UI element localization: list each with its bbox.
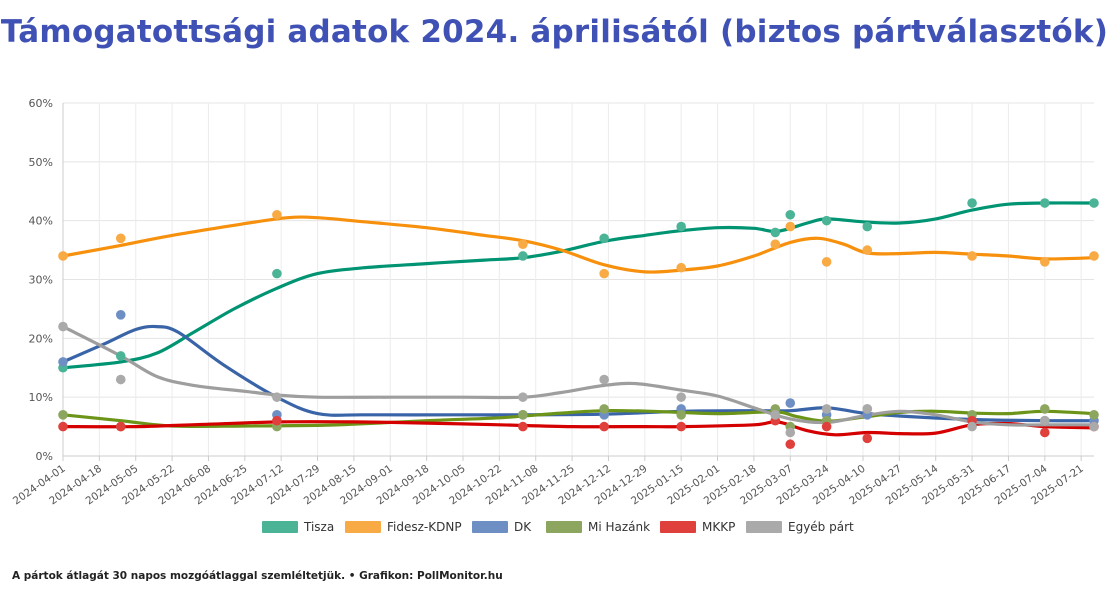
- data-point-fidesz-kdnp: [821, 257, 832, 267]
- data-point-egyeb-part: [785, 427, 796, 438]
- data-point-tisza: [676, 221, 686, 232]
- legend-item-fidesz-kdnp: Fidesz-KDNP: [345, 520, 462, 534]
- data-point-tisza: [770, 227, 781, 238]
- data-point-mkkp: [115, 421, 126, 432]
- line-chart: 0% 10% 20% 30% 40% 50% 60% 2024-04-012024-04-1…: [11, 97, 1099, 534]
- legend-label: Mi Hazánk: [588, 520, 650, 534]
- legend-item-dk: DK: [472, 520, 532, 534]
- data-point-egyeb-part: [115, 374, 126, 385]
- data-point-egyeb-part: [1089, 421, 1099, 432]
- series-line-dk: [61, 324, 1096, 423]
- legend-item-mkkp: MKKP: [660, 520, 735, 534]
- data-point-mkkp: [518, 421, 528, 432]
- data-point-mi-hazank: [518, 410, 528, 420]
- data-point-tisza: [821, 215, 832, 226]
- data-point-egyeb-part: [1040, 415, 1050, 426]
- y-tick-label: 20%: [29, 332, 53, 345]
- data-point-tisza: [518, 251, 528, 261]
- legend-swatch: [546, 521, 582, 533]
- data-point-mkkp: [272, 415, 282, 426]
- poll-points: [58, 198, 1099, 450]
- data-point-mi-hazank: [676, 410, 686, 420]
- data-point-egyeb-part: [272, 392, 282, 402]
- data-point-egyeb-part: [676, 392, 686, 402]
- y-tick-label: 10%: [29, 391, 53, 404]
- data-point-fidesz-kdnp: [862, 245, 873, 255]
- legend-item-tisza: Tisza: [262, 520, 334, 534]
- legend-swatch: [345, 521, 381, 533]
- data-point-mkkp: [676, 421, 686, 432]
- x-axis: 2024-04-012024-04-182024-05-052024-05-22…: [11, 456, 1086, 507]
- data-point-tisza: [862, 221, 873, 232]
- data-point-tisza: [115, 351, 126, 361]
- data-point-mi-hazank: [58, 410, 68, 420]
- data-point-mkkp: [785, 439, 796, 450]
- data-point-mkkp: [1040, 427, 1050, 438]
- legend-swatch: [660, 521, 696, 533]
- data-point-fidesz-kdnp: [58, 251, 68, 261]
- footnote: A pártok átlagát 30 napos mozgóátlaggal …: [12, 570, 503, 582]
- series-line-fidesz-kdnp: [61, 215, 1096, 274]
- y-tick-label: 40%: [29, 215, 53, 228]
- data-point-dk: [115, 310, 126, 320]
- data-point-egyeb-part: [821, 404, 832, 414]
- legend-label: MKKP: [702, 520, 735, 534]
- data-point-egyeb-part: [770, 410, 781, 420]
- data-point-fidesz-kdnp: [1040, 257, 1050, 267]
- data-point-mkkp: [862, 433, 873, 444]
- y-tick-label: 60%: [29, 97, 53, 110]
- data-point-mi-hazank: [1089, 410, 1099, 420]
- chart-title: Támogatottsági adatok 2024. áprilisától …: [0, 14, 1109, 50]
- data-point-egyeb-part: [518, 392, 528, 402]
- y-tick-label: 30%: [29, 274, 53, 287]
- data-point-tisza: [1089, 198, 1099, 208]
- legend-swatch: [262, 521, 298, 533]
- series-line-tisza: [61, 201, 1096, 370]
- legend-swatch: [746, 521, 782, 533]
- legend: Tisza Fidesz-KDNP DK Mi Hazánk MKKP Egyéb pár…: [262, 520, 854, 534]
- data-point-fidesz-kdnp: [518, 239, 528, 249]
- data-point-dk: [785, 398, 796, 408]
- legend-item-mi-hazank: Mi Hazánk: [546, 520, 650, 534]
- data-point-fidesz-kdnp: [115, 233, 126, 244]
- data-point-egyeb-part: [967, 421, 977, 432]
- data-point-fidesz-kdnp: [967, 251, 977, 261]
- data-point-fidesz-kdnp: [1089, 251, 1099, 261]
- series-lines: [61, 201, 1096, 437]
- data-point-fidesz-kdnp: [676, 262, 686, 273]
- y-tick-label: 0%: [36, 450, 53, 463]
- legend-item-egyeb-part: Egyéb párt: [746, 520, 854, 534]
- data-point-tisza: [272, 268, 282, 279]
- data-point-egyeb-part: [58, 321, 68, 332]
- legend-label: Egyéb párt: [788, 520, 854, 534]
- legend-label: Fidesz-KDNP: [387, 520, 462, 534]
- data-point-fidesz-kdnp: [599, 268, 609, 279]
- data-point-mi-hazank: [1040, 404, 1050, 414]
- data-point-mkkp: [58, 421, 68, 432]
- legend-label: DK: [514, 520, 532, 534]
- data-point-egyeb-part: [862, 404, 873, 414]
- data-point-tisza: [599, 233, 609, 244]
- data-point-mkkp: [599, 421, 609, 432]
- data-point-tisza: [1040, 198, 1050, 208]
- legend-label: Tisza: [303, 520, 334, 534]
- data-point-fidesz-kdnp: [785, 221, 796, 232]
- legend-swatch: [472, 521, 508, 533]
- data-point-mkkp: [821, 421, 832, 432]
- data-point-dk: [58, 357, 68, 367]
- y-tick-label: 50%: [29, 156, 53, 169]
- data-point-mi-hazank: [599, 404, 609, 414]
- grid-lines: [62, 102, 1094, 457]
- y-axis: 0% 10% 20% 30% 40% 50% 60%: [29, 97, 53, 463]
- data-point-tisza: [967, 198, 977, 208]
- data-point-fidesz-kdnp: [770, 239, 781, 249]
- data-point-fidesz-kdnp: [272, 209, 282, 220]
- series-line-mkkp: [61, 420, 1096, 437]
- series-line-egyeb-part: [61, 325, 1096, 427]
- data-point-egyeb-part: [599, 374, 609, 385]
- data-point-tisza: [785, 209, 796, 220]
